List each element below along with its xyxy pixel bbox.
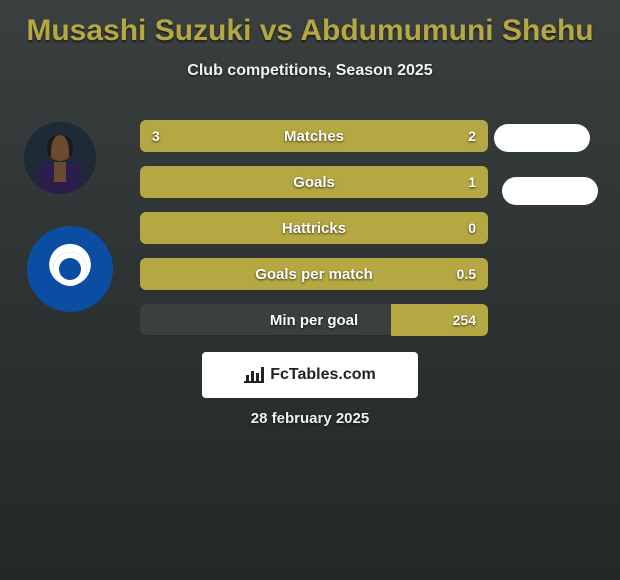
- stat-label: Hattricks: [140, 212, 488, 244]
- page-title: Musashi Suzuki vs Abdumumuni Shehu: [0, 0, 620, 48]
- stat-label: Goals per match: [140, 258, 488, 290]
- stat-label: Goals: [140, 166, 488, 198]
- stat-label: Matches: [140, 120, 488, 152]
- subtitle: Club competitions, Season 2025: [0, 62, 620, 80]
- chart-icon: [244, 367, 264, 383]
- stat-row: 0.5Goals per match: [140, 258, 488, 290]
- player2-pill-1: [494, 124, 590, 152]
- stat-row: 32Matches: [140, 120, 488, 152]
- stat-row: 254Min per goal: [140, 304, 488, 336]
- stat-row: 0Hattricks: [140, 212, 488, 244]
- player1-avatar: [24, 122, 96, 194]
- comparison-bars: 32Matches 1Goals 0Hattricks 0.5Goals per ma…: [140, 120, 488, 350]
- player2-pill-2: [502, 177, 598, 205]
- brand-text: FcTables.com: [270, 366, 376, 384]
- stat-row: 1Goals: [140, 166, 488, 198]
- brand-box[interactable]: FcTables.com: [202, 352, 418, 398]
- club-badge: [27, 226, 113, 312]
- stat-label: Min per goal: [140, 304, 488, 336]
- date-label: 28 february 2025: [0, 410, 620, 427]
